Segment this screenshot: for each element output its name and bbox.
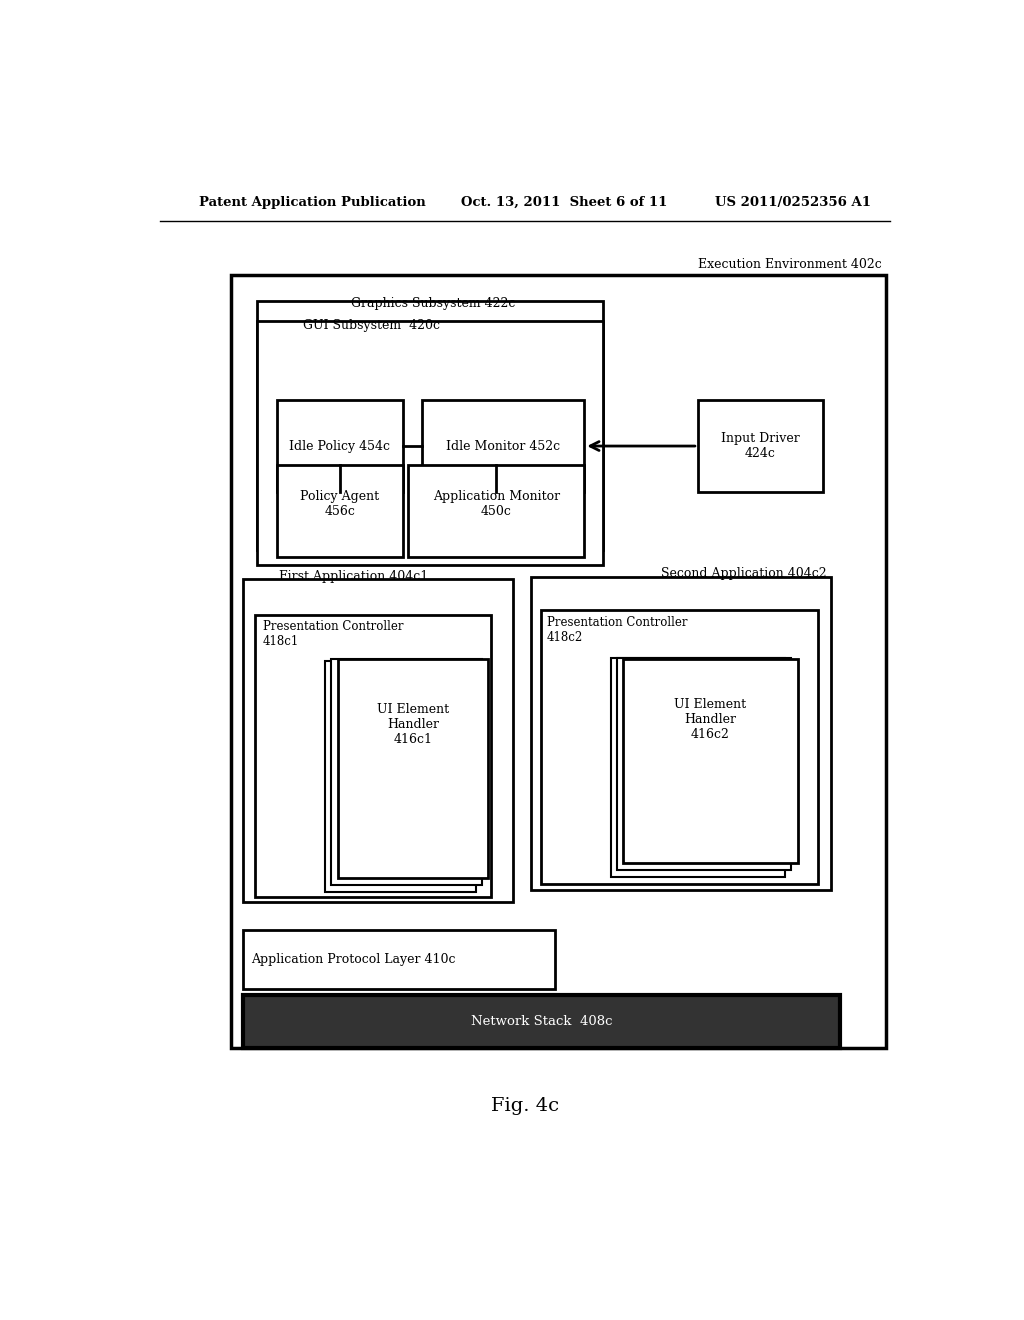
FancyBboxPatch shape <box>231 276 886 1048</box>
Text: Graphics Subsystem 422c: Graphics Subsystem 422c <box>351 297 516 310</box>
Text: Application Protocol Layer 410c: Application Protocol Layer 410c <box>251 953 456 966</box>
FancyBboxPatch shape <box>531 577 831 890</box>
Text: Network Stack  408c: Network Stack 408c <box>471 1015 612 1028</box>
FancyBboxPatch shape <box>610 659 785 876</box>
Text: Idle Policy 454c: Idle Policy 454c <box>290 440 390 453</box>
FancyBboxPatch shape <box>278 466 402 557</box>
FancyBboxPatch shape <box>409 466 585 557</box>
FancyBboxPatch shape <box>338 660 488 878</box>
Text: Presentation Controller
418c1: Presentation Controller 418c1 <box>263 620 403 648</box>
FancyBboxPatch shape <box>697 400 823 492</box>
Text: Presentation Controller
418c2: Presentation Controller 418c2 <box>547 615 687 644</box>
Text: Execution Environment 402c: Execution Environment 402c <box>698 259 882 271</box>
FancyBboxPatch shape <box>541 610 818 884</box>
Text: Patent Application Publication: Patent Application Publication <box>200 195 426 209</box>
Text: UI Element
Handler
416c1: UI Element Handler 416c1 <box>377 704 449 746</box>
FancyBboxPatch shape <box>325 660 475 892</box>
Text: Application Monitor
450c: Application Monitor 450c <box>433 490 560 517</box>
FancyBboxPatch shape <box>257 321 602 565</box>
Text: Idle Monitor 452c: Idle Monitor 452c <box>445 440 560 453</box>
Text: US 2011/0252356 A1: US 2011/0252356 A1 <box>715 195 871 209</box>
FancyBboxPatch shape <box>616 659 792 870</box>
Text: GUI Subsystem  420c: GUI Subsystem 420c <box>303 318 439 331</box>
Text: UI Element
Handler
416c2: UI Element Handler 416c2 <box>675 698 746 741</box>
FancyBboxPatch shape <box>422 400 585 492</box>
FancyBboxPatch shape <box>255 615 492 898</box>
FancyBboxPatch shape <box>257 301 602 549</box>
FancyBboxPatch shape <box>624 660 798 863</box>
Text: Oct. 13, 2011  Sheet 6 of 11: Oct. 13, 2011 Sheet 6 of 11 <box>461 195 668 209</box>
FancyBboxPatch shape <box>243 579 513 903</box>
Text: Second Application 404c2: Second Application 404c2 <box>660 568 826 581</box>
FancyBboxPatch shape <box>243 995 840 1048</box>
Text: First Application 404c1: First Application 404c1 <box>279 570 428 583</box>
FancyBboxPatch shape <box>243 929 555 989</box>
Text: Policy Agent
456c: Policy Agent 456c <box>300 490 380 517</box>
FancyBboxPatch shape <box>331 660 482 886</box>
Text: Input Driver
424c: Input Driver 424c <box>721 432 800 461</box>
FancyBboxPatch shape <box>278 400 402 492</box>
Text: Fig. 4c: Fig. 4c <box>490 1097 559 1114</box>
